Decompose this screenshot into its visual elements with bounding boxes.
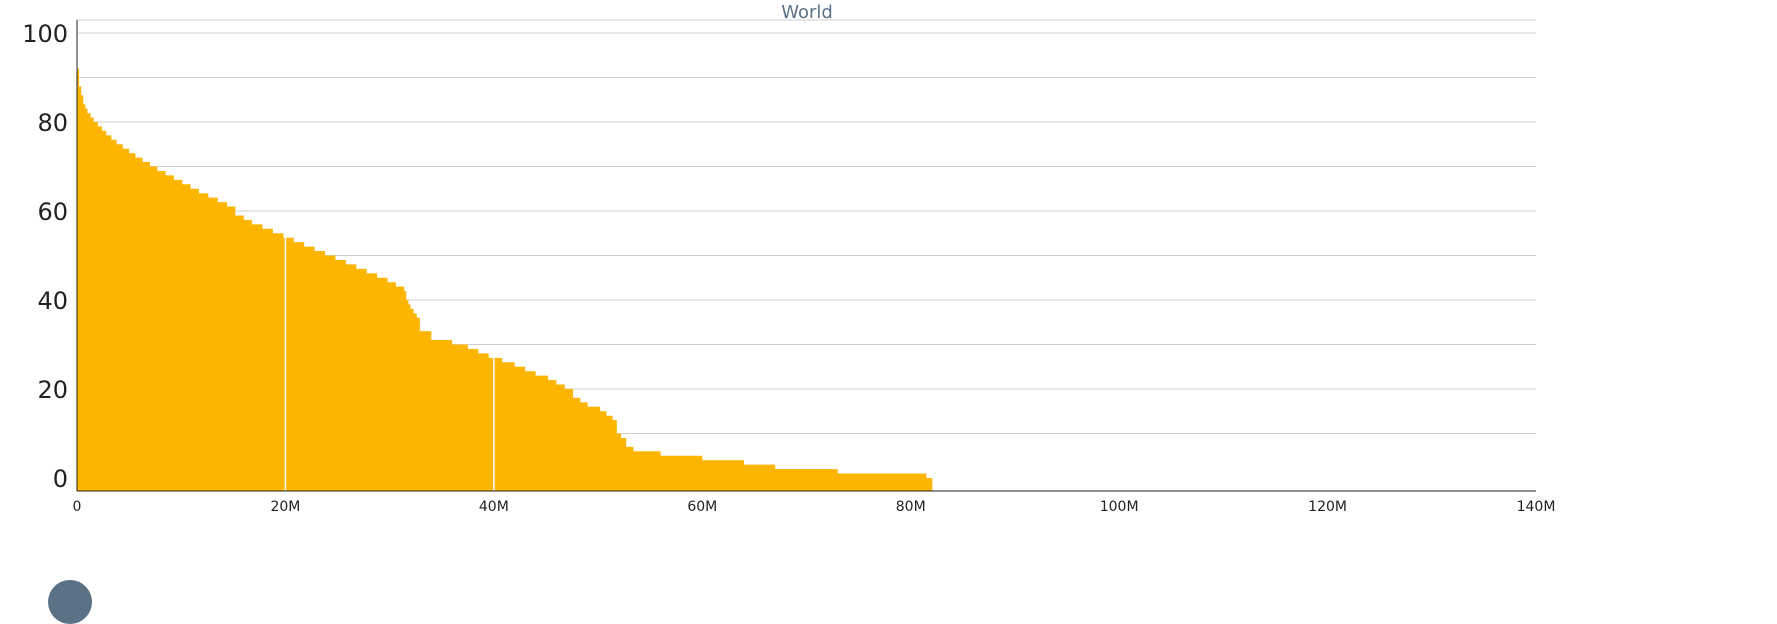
y-tick-label: 80 — [37, 109, 68, 137]
x-tick-label: 20M — [270, 499, 300, 515]
x-tick-label: 40M — [479, 499, 509, 515]
x-tick-label: 140M — [1517, 499, 1556, 515]
chart-title: World — [781, 2, 833, 23]
x-tick-label: 60M — [687, 499, 717, 515]
x-tick-label: 0 — [73, 499, 82, 515]
area-series-path — [77, 68, 933, 491]
chart: World 0 20M 40M 60M 80M 100M 120M 140M 0 20 40 60 8… — [22, 2, 1556, 515]
x-axis-ticks: 0 20M 40M 60M 80M 100M 120M 140M — [73, 499, 1556, 515]
x-tick-label: 120M — [1308, 499, 1347, 515]
y-tick-label: 20 — [37, 376, 68, 404]
y-tick-label: 40 — [37, 287, 68, 315]
y-tick-label: 0 — [53, 465, 68, 493]
area-series — [77, 68, 933, 491]
circle-badge — [48, 580, 92, 624]
x-tick-label: 80M — [896, 499, 926, 515]
y-axis-ticks: 0 20 40 60 80 100 — [22, 20, 68, 493]
y-tick-label: 100 — [22, 20, 68, 48]
x-tick-label: 100M — [1100, 499, 1139, 515]
gridlines — [77, 19, 1536, 434]
y-tick-label: 60 — [37, 198, 68, 226]
